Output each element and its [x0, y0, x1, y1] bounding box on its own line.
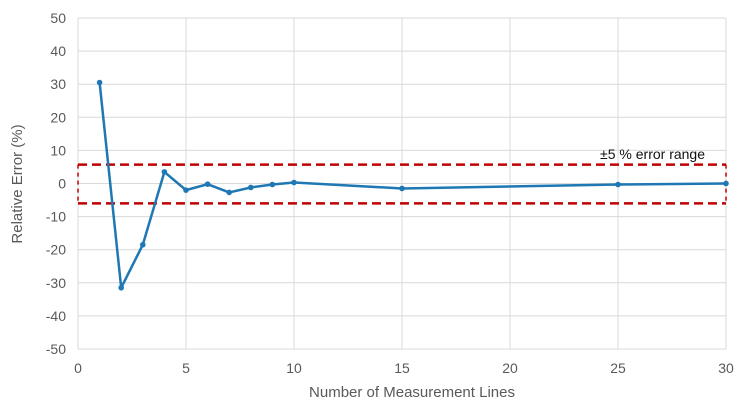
data-point	[161, 169, 168, 175]
y-tick-label: -40	[46, 308, 66, 324]
data-point	[118, 284, 124, 291]
y-tick-label: -20	[46, 242, 66, 258]
y-tick-label: 20	[50, 109, 66, 125]
series-line	[98, 82, 727, 290]
data-point	[723, 180, 729, 187]
x-tick-label: 15	[394, 360, 410, 376]
y-tick-label: 0	[58, 176, 66, 192]
x-tick-label: 0	[74, 360, 82, 376]
data-point	[183, 187, 189, 193]
data-point	[140, 241, 146, 248]
x-tick-label: 20	[502, 360, 518, 376]
y-tick-label: 30	[50, 76, 66, 92]
x-tick-label: 25	[610, 360, 626, 376]
error-range-label: ±5 % error range	[600, 146, 705, 162]
data-point	[204, 181, 211, 187]
data-point	[615, 181, 621, 188]
y-tick-label: 40	[50, 43, 66, 59]
y-tick-label: -10	[46, 209, 66, 225]
y-axis-title: Relative Error (%)	[9, 124, 26, 243]
y-tick-label: 50	[50, 10, 66, 26]
data-point	[269, 181, 276, 188]
x-axis-title: Number of Measurement Lines	[309, 384, 515, 401]
tick-labels: -50 -40 -30 -20 -10 0 10 20 30 40 50 0 5 10 15 20 25 30	[46, 10, 734, 376]
data-series	[96, 79, 729, 291]
y-tick-label: -30	[46, 275, 66, 291]
data-point	[96, 79, 103, 86]
x-tick-label: 10	[286, 360, 302, 376]
data-point	[226, 189, 232, 196]
x-tick-label: 5	[182, 360, 190, 376]
x-tick-label: 30	[718, 360, 734, 376]
data-point	[399, 185, 405, 192]
data-point	[248, 184, 254, 191]
data-point	[291, 179, 297, 186]
y-tick-label: 10	[50, 142, 66, 158]
y-tick-label: -50	[46, 341, 66, 357]
